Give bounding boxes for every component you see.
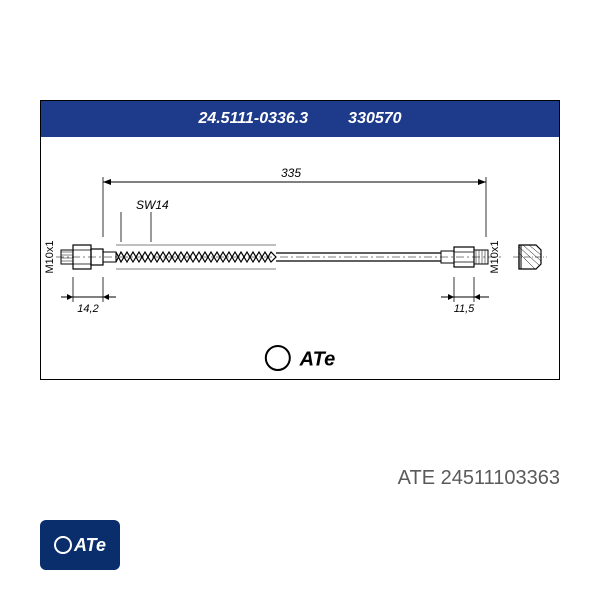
brand-logo-inline: ATe bbox=[265, 347, 335, 373]
brand-name-badge: ATe bbox=[74, 535, 106, 556]
drawing-area: M10x1 M10x1 335 SW14 bbox=[41, 137, 559, 381]
product-code: ATE 24511103363 bbox=[398, 467, 560, 490]
total-length-label: 335 bbox=[281, 166, 301, 180]
brand-logo-badge: ATe bbox=[40, 520, 120, 570]
left-width-label: 14,2 bbox=[77, 303, 98, 315]
ref-number: 330570 bbox=[348, 110, 401, 128]
wrench-size-label: SW14 bbox=[136, 198, 169, 212]
diagram-container: 24.5111-0336.3 330570 M10x1 M10x1 335 SW… bbox=[40, 100, 560, 380]
header-bar: 24.5111-0336.3 330570 bbox=[41, 101, 559, 137]
right-fitting bbox=[441, 247, 488, 267]
part-number: 24.5111-0336.3 bbox=[198, 110, 308, 128]
thread-left-label: M10x1 bbox=[44, 240, 56, 273]
logo-circle-icon bbox=[54, 536, 72, 554]
detail-component bbox=[513, 245, 547, 269]
brand-name-text: ATe bbox=[300, 348, 336, 370]
technical-drawing: M10x1 M10x1 335 SW14 bbox=[41, 137, 561, 347]
right-width-label: 11,5 bbox=[454, 303, 475, 315]
